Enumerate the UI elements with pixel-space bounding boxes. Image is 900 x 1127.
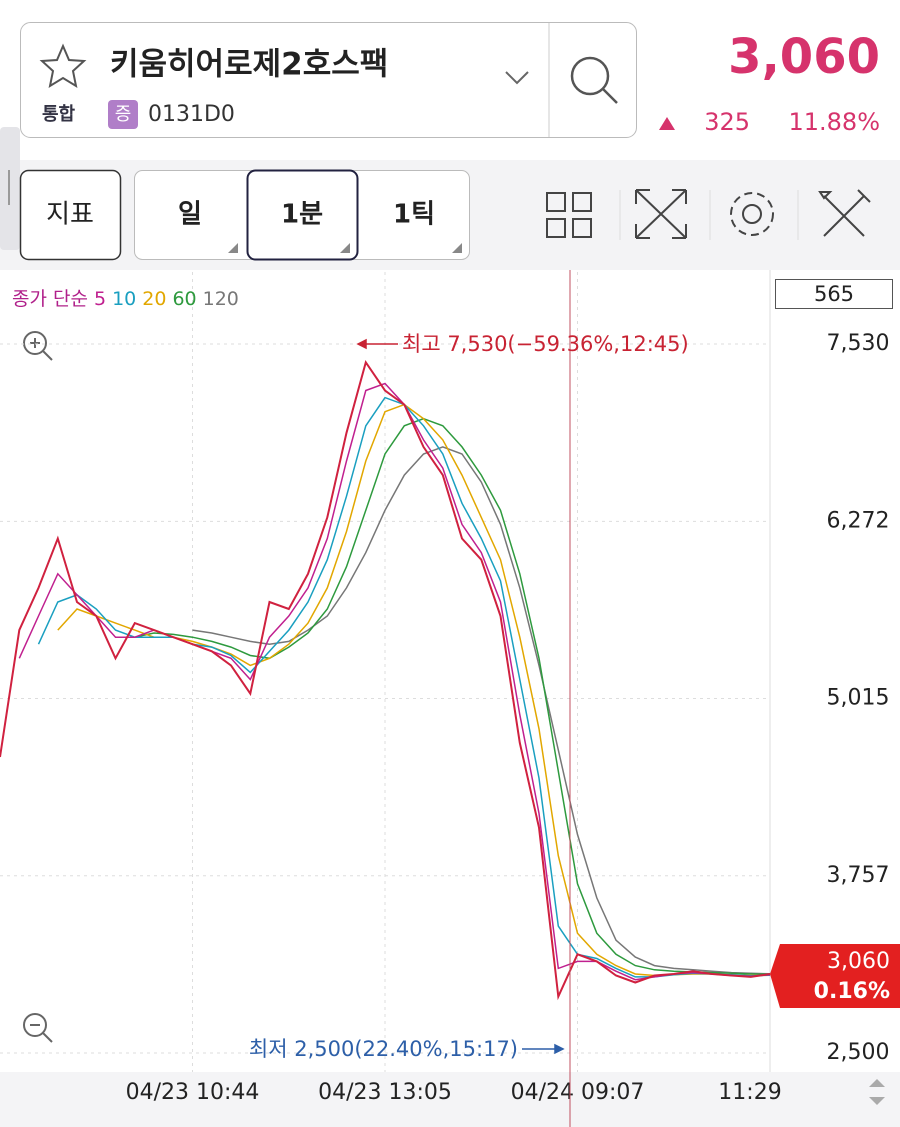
crosshair-box [775, 279, 893, 309]
ma-line [192, 446, 771, 975]
legend: 종가 단순 5 10 20 60 120 [12, 284, 245, 311]
ma-line [18, 382, 771, 981]
legend-title: 종가 단순 [12, 288, 88, 310]
expand-icon[interactable] [635, 189, 687, 239]
y-tick-label: 3,757 [827, 863, 890, 888]
dropdown-icon[interactable] [505, 71, 529, 85]
search-icon[interactable] [570, 56, 610, 96]
star-icon[interactable] [39, 43, 87, 89]
price-tag [770, 944, 900, 1009]
badge: 증 [115, 104, 132, 125]
x-tick-label: 04/23 10:44 [126, 1080, 260, 1105]
high-label: 최고 7,530(−59.36%,12:45) [402, 332, 689, 356]
ma-line [57, 403, 771, 977]
settings-icon-ring [730, 192, 774, 236]
stock-name: 키움히어로제2호스팩 [110, 47, 388, 83]
layout-icon [572, 192, 592, 212]
low-label: 최저 2,500(22.40%,15:17) [249, 1037, 518, 1061]
y-tick-label: 7,530 [827, 331, 890, 356]
indicator-button[interactable] [19, 169, 122, 261]
change-percent: 11.88% [788, 108, 880, 136]
y-tick-label: 5,015 [827, 685, 890, 710]
crosshair-label: 565 [814, 282, 854, 306]
period-button[interactable]: 일 [178, 200, 202, 230]
layout-icon [572, 218, 592, 238]
high-arrow [356, 338, 398, 350]
legend-item: 5 [93, 288, 107, 310]
legend-item: 20 [142, 288, 167, 310]
x-tick-label: 11:29 [718, 1080, 781, 1105]
period-button[interactable]: 1분 [281, 200, 323, 230]
search-box[interactable] [20, 22, 637, 138]
badge-bg [108, 100, 138, 129]
period-button[interactable]: 1틱 [393, 200, 435, 230]
legend-item: 10 [112, 288, 137, 310]
layout-icon [546, 218, 566, 238]
x-axis-bg [0, 1072, 900, 1127]
period-selected [246, 169, 359, 261]
scroll-arrows[interactable] [869, 1079, 885, 1105]
current-price: 3,060 [728, 29, 880, 85]
legend-item: 60 [172, 288, 197, 310]
zoom-out-glyph [30, 1024, 53, 1043]
tools-icon[interactable] [818, 189, 871, 237]
ma-line [134, 417, 771, 976]
toolbar-icons [546, 189, 871, 239]
legend-item: 120 [202, 288, 239, 310]
low-arrow [522, 1043, 565, 1055]
search-icon-handle [602, 88, 618, 104]
period-corner [228, 243, 238, 253]
x-tick-label: 04/23 13:05 [318, 1080, 452, 1105]
up-arrow [659, 117, 675, 130]
x-tick-label: 04/24 09:07 [511, 1080, 645, 1105]
y-tick-label: 6,272 [827, 508, 890, 533]
stock-code: 0131D0 [148, 102, 235, 127]
y-tick-label: 2,500 [827, 1040, 890, 1065]
layout-icon[interactable] [546, 192, 566, 212]
zoom-in-glyph [30, 338, 53, 361]
settings-icon[interactable] [742, 204, 762, 224]
price-tag-label: 3,060 [827, 949, 890, 974]
price-line [0, 359, 771, 1001]
price-tag-change: 0.16% [814, 979, 890, 1004]
ma-line [37, 396, 771, 978]
indicator-label: 지표 [46, 200, 94, 230]
price-change: 325 [704, 108, 750, 136]
period-corner [340, 243, 350, 253]
zoom-in-icon[interactable] [23, 331, 47, 355]
market-label: 통합 [42, 103, 76, 125]
zoom-out-icon[interactable] [23, 1013, 47, 1037]
period-corner [452, 243, 462, 253]
